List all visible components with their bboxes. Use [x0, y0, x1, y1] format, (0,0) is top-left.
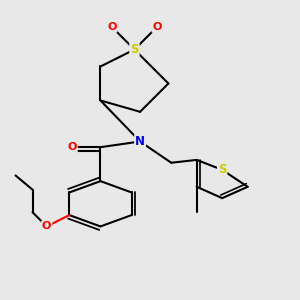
Text: O: O	[107, 22, 116, 32]
Text: O: O	[42, 221, 51, 231]
Text: N: N	[135, 135, 145, 148]
Text: S: S	[130, 43, 139, 56]
Text: O: O	[152, 22, 162, 32]
Text: S: S	[218, 163, 226, 176]
Text: O: O	[68, 142, 77, 152]
